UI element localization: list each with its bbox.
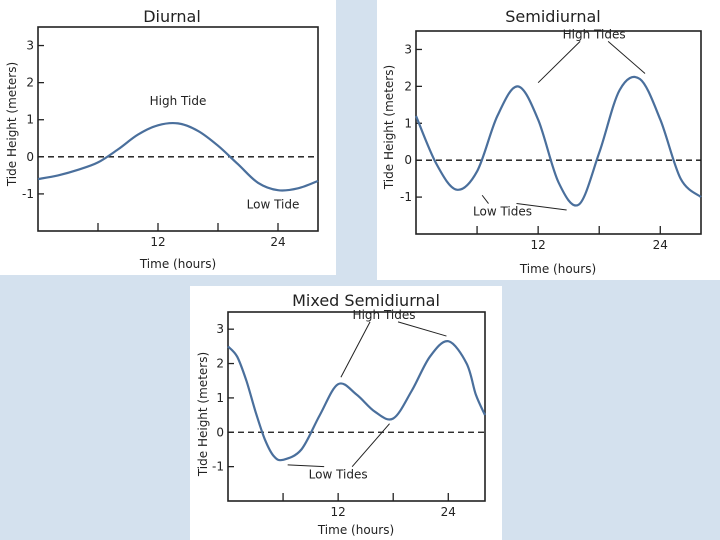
- annotation-pointer: [351, 423, 390, 467]
- annotation-pointer: [481, 194, 489, 204]
- series-line-0: [227, 340, 487, 462]
- x-axis-label: Time (hours): [519, 262, 596, 276]
- annotation-label: Low Tide: [247, 198, 300, 212]
- annotation-pointer: [340, 321, 371, 378]
- annotation-label: High Tide: [150, 94, 207, 108]
- y-tick-label: 3: [26, 39, 34, 53]
- annotation-label: High Tides: [353, 308, 416, 322]
- x-tick-label: 24: [441, 505, 456, 519]
- x-axis-label: Time (hours): [139, 257, 216, 271]
- annotation-pointer: [287, 464, 325, 468]
- annotation-pointer: [397, 321, 447, 337]
- y-tick-label: 2: [216, 357, 224, 371]
- y-tick-label: -1: [22, 187, 34, 201]
- y-tick-label: 1: [26, 113, 34, 127]
- y-tick-label: 0: [26, 150, 34, 164]
- x-tick-label: 24: [653, 238, 668, 252]
- x-axis-label: Time (hours): [317, 523, 394, 537]
- annotation-pointer: [607, 41, 646, 74]
- y-axis-label: Tide Height (meters): [196, 352, 210, 477]
- plot-frame: [37, 26, 319, 232]
- series-line-0: [414, 75, 702, 207]
- y-tick-label: 0: [404, 153, 412, 167]
- x-tick-label: 24: [270, 235, 285, 249]
- y-tick-label: -1: [400, 190, 412, 204]
- y-tick-label: 1: [216, 391, 224, 405]
- y-tick-label: 3: [404, 42, 412, 56]
- chart-mixed-semidiurnal: Mixed Semidiurnal Time (hours) Tide Heig…: [196, 291, 487, 537]
- plot-frame: [415, 30, 702, 235]
- chart-panel-diurnal: Diurnal Time (hours) Tide Height (meters…: [0, 0, 336, 275]
- annotation-label: High Tides: [563, 27, 626, 41]
- y-tick-label: 2: [26, 76, 34, 90]
- series-line-0: [37, 121, 319, 192]
- y-axis-label: Tide Height (meters): [5, 62, 19, 187]
- x-tick-label: 12: [531, 238, 546, 252]
- y-axis-label: Tide Height (meters): [382, 65, 396, 190]
- chart-panel-mixed-semidiurnal: Mixed Semidiurnal Time (hours) Tide Heig…: [190, 286, 502, 540]
- chart-title: Semidiurnal: [505, 7, 600, 26]
- y-tick-label: -1: [212, 460, 224, 474]
- chart-title: Diurnal: [143, 7, 201, 26]
- x-tick-label: 12: [150, 235, 165, 249]
- chart-panel-semidiurnal: Semidiurnal Time (hours) Tide Height (me…: [377, 0, 720, 280]
- x-tick-label: 12: [331, 505, 346, 519]
- y-tick-label: 3: [216, 322, 224, 336]
- chart-title: Mixed Semidiurnal: [292, 291, 440, 310]
- y-tick-label: 2: [404, 79, 412, 93]
- annotation-pointer: [537, 41, 581, 84]
- y-tick-label: 0: [216, 425, 224, 439]
- chart-semidiurnal: Semidiurnal Time (hours) Tide Height (me…: [382, 7, 702, 276]
- annotation-label: Low Tides: [473, 205, 532, 219]
- y-tick-label: 1: [404, 116, 412, 130]
- plot-frame: [227, 311, 486, 502]
- annotation-label: Low Tides: [309, 468, 368, 482]
- chart-diurnal: Diurnal Time (hours) Tide Height (meters…: [5, 7, 319, 271]
- annotation-pointer: [516, 203, 567, 211]
